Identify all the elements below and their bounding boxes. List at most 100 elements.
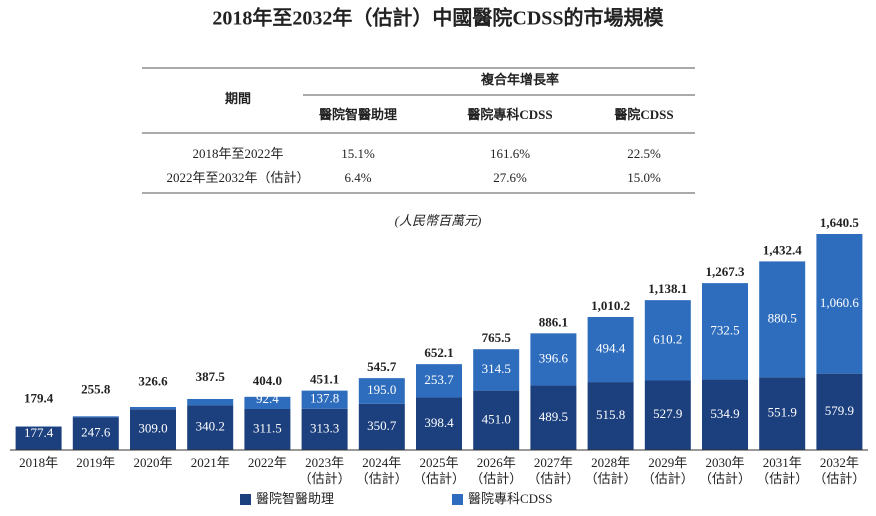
segment-label: 579.9 xyxy=(825,403,854,418)
table-group-header: 複合年增長率 xyxy=(480,72,559,87)
bar-segment xyxy=(759,261,806,378)
segment-label: 398.4 xyxy=(424,415,454,430)
table-header: 醫院CDSS xyxy=(614,107,673,122)
chart-title: 2018年至2032年（估計）中國醫院CDSS的市場規模 xyxy=(212,6,664,30)
segment-label: 309.0 xyxy=(138,421,167,436)
x-tick-label: 2032年（估計） xyxy=(813,455,865,486)
segment-label: 195.0 xyxy=(367,382,396,397)
legend-label: 醫院專科CDSS xyxy=(468,491,553,506)
segment-label: 515.8 xyxy=(596,407,625,422)
segment-label: 311.5 xyxy=(253,420,282,435)
total-label: 326.6 xyxy=(138,373,168,388)
total-label: 1,138.1 xyxy=(648,281,687,296)
segment-label: 534.9 xyxy=(710,406,739,421)
x-tick-label: 2031年（估計） xyxy=(756,455,808,486)
x-tick-label: 2021年 xyxy=(191,455,230,470)
segment-label: 494.4 xyxy=(596,341,626,356)
table-period: 2018年至2022年 xyxy=(192,146,283,161)
bar-segment xyxy=(72,416,119,418)
segment-label: 177.4 xyxy=(24,425,54,440)
bar-segment xyxy=(644,300,691,381)
bar-segment xyxy=(130,409,176,450)
bar-segment xyxy=(244,396,291,409)
total-label: 545.7 xyxy=(367,359,397,374)
total-label: 179.4 xyxy=(24,391,54,406)
total-label: 765.5 xyxy=(482,330,512,345)
segment-label: 137.8 xyxy=(310,391,339,406)
segment-label: 732.5 xyxy=(710,322,739,337)
segment-label: 551.9 xyxy=(768,405,797,420)
table-cell: 22.5% xyxy=(627,146,661,161)
total-label: 255.8 xyxy=(81,381,111,396)
bar-segment xyxy=(244,408,291,450)
total-label: 387.5 xyxy=(196,369,226,384)
x-tick-label: 2023年（估計） xyxy=(299,455,351,486)
table-header: 醫院智醫助理 xyxy=(319,107,397,122)
x-tick-label: 2030年（估計） xyxy=(699,455,751,486)
x-tick-label: 2022年 xyxy=(248,455,287,470)
segment-label: 396.6 xyxy=(539,350,569,365)
bar-segment xyxy=(530,333,577,386)
segment-label: 527.9 xyxy=(653,406,682,421)
legend-swatch xyxy=(452,494,463,505)
segment-label: 8.2 xyxy=(88,399,104,414)
bar-segment xyxy=(130,406,176,410)
total-label: 1,010.2 xyxy=(591,298,630,313)
segment-label: 2.0 xyxy=(30,409,46,424)
segment-label: 47.3 xyxy=(199,387,222,402)
legend-swatch xyxy=(240,494,251,505)
bar-segment xyxy=(473,390,520,450)
bar-segment xyxy=(816,373,863,450)
bar-segment xyxy=(644,380,691,450)
segment-label: 451.0 xyxy=(482,411,511,426)
x-tick-label: 2028年（估計） xyxy=(585,455,637,486)
legend-label: 醫院智醫助理 xyxy=(256,491,334,506)
table-period: 2022年至2032年（估計） xyxy=(166,170,309,185)
bar-segment xyxy=(759,377,806,450)
segment-label: 350.7 xyxy=(367,418,397,433)
total-label: 404.0 xyxy=(253,373,282,388)
total-label: 451.1 xyxy=(310,372,339,387)
x-tick-label: 2018年 xyxy=(19,455,58,470)
x-tick-label: 2024年（估計） xyxy=(356,455,408,486)
total-label: 886.1 xyxy=(539,314,568,329)
segment-label: 610.2 xyxy=(653,331,682,346)
total-label: 1,640.5 xyxy=(820,215,860,230)
bar-segment xyxy=(587,382,634,450)
segment-label: 489.5 xyxy=(539,409,568,424)
bar-segment xyxy=(358,378,405,404)
table-cell: 15.0% xyxy=(627,170,661,185)
table-header: 醫院專科CDSS xyxy=(467,107,552,122)
x-tick-label: 2029年（估計） xyxy=(642,455,694,486)
table-cell: 161.6% xyxy=(490,146,530,161)
bar-segment xyxy=(473,349,520,391)
total-label: 1,267.3 xyxy=(706,264,746,279)
bar-segment xyxy=(72,417,119,450)
bar-segment xyxy=(702,379,748,450)
x-tick-label: 2027年（估計） xyxy=(527,455,579,486)
bar-segment xyxy=(587,316,634,383)
table-cell: 27.6% xyxy=(493,170,527,185)
total-label: 652.1 xyxy=(424,345,453,360)
bar-segment xyxy=(187,405,234,450)
segment-label: 253.7 xyxy=(424,372,454,387)
total-label: 1,432.4 xyxy=(763,242,803,257)
segment-label: 17.6 xyxy=(142,391,165,406)
x-tick-label: 2019年 xyxy=(76,455,115,470)
table-cell: 15.1% xyxy=(341,146,375,161)
x-tick-label: 2020年 xyxy=(133,455,172,470)
segment-label: 1,060.6 xyxy=(820,295,860,310)
segment-label: 92.4 xyxy=(256,391,279,406)
bar-segment xyxy=(301,390,348,409)
bar-segment xyxy=(15,426,62,450)
x-tick-label: 2026年（估計） xyxy=(470,455,522,486)
table-cell: 6.4% xyxy=(344,170,371,185)
segment-label: 340.2 xyxy=(196,419,225,434)
bar-segment xyxy=(416,364,462,398)
bar-segment xyxy=(187,398,234,406)
bar-segment xyxy=(301,408,348,450)
segment-label: 313.3 xyxy=(310,420,339,435)
table-period-header: 期間 xyxy=(225,91,251,106)
bar-segment xyxy=(816,234,863,374)
